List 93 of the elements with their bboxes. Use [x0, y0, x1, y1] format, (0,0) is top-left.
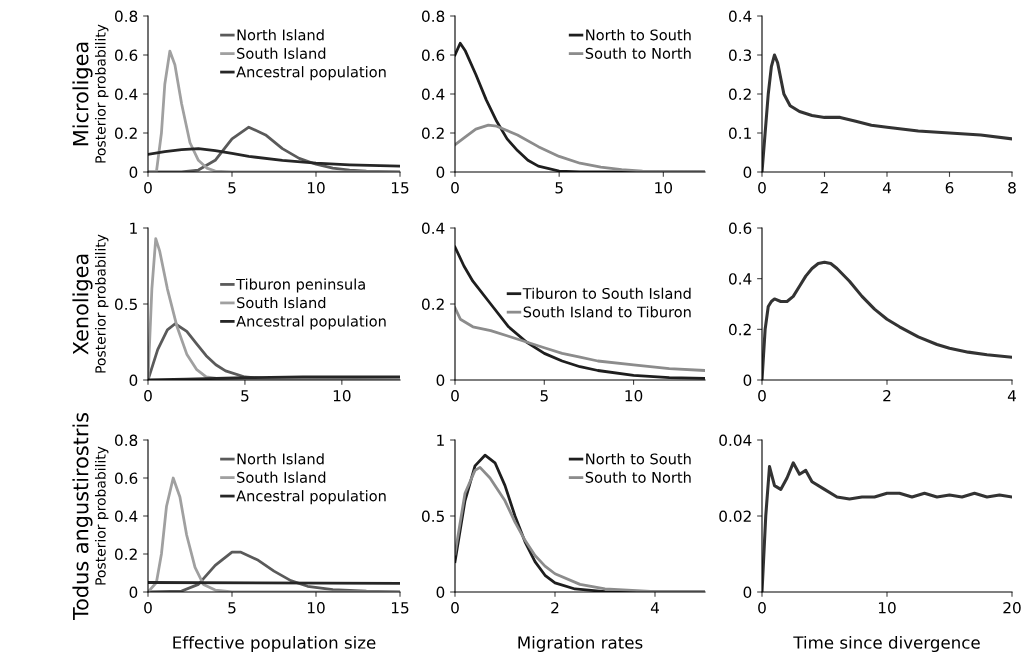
x-tick-label: 4 — [882, 182, 891, 194]
y-tick-label: 0.3 — [728, 49, 752, 62]
x-tick-label: 2 — [820, 181, 828, 194]
x-tick-label: 5 — [228, 602, 236, 614]
x-axis-title: Migration rates — [518, 635, 643, 653]
x-tick-label: 4 — [1007, 390, 1016, 402]
x-tick-label: 15 — [391, 602, 409, 614]
x-axis-title: Effective population size — [173, 635, 376, 653]
x-tick-label: 0 — [451, 601, 459, 614]
text: Xenoligea — [72, 254, 93, 355]
y-tick-label: 0 — [129, 586, 138, 599]
y-tick-label: 1 — [130, 222, 137, 234]
line-series — [455, 306, 705, 372]
y-axis-title: Posterior probability — [94, 446, 109, 585]
x-tick-label: 0 — [144, 601, 152, 614]
y-tick-label: 0 — [436, 586, 445, 599]
y-tick-label: 0 — [436, 166, 445, 179]
x-tick-label: 0 — [451, 389, 459, 402]
y-tick-label: 0 — [743, 166, 752, 179]
line-series — [148, 147, 400, 168]
legend-label: Tiburon to South Island — [522, 287, 691, 299]
y-tick-label: 0.2 — [728, 323, 751, 336]
y-tick-label: 0.04 — [719, 434, 752, 447]
y-tick-label: 0 — [743, 586, 752, 599]
x-tick-label: 5 — [241, 390, 249, 402]
x-axis-title: Time since divergence — [793, 635, 980, 653]
y-axis-title: Posterior probability — [94, 24, 109, 163]
y-tick-label: 0.2 — [114, 548, 137, 561]
x-tick-label: 10 — [307, 181, 325, 194]
x-tick-label: 5 — [228, 182, 236, 194]
y-tick-label: 0 — [129, 374, 138, 387]
y-tick-label: 0.6 — [114, 472, 138, 485]
x-tick-label: 2 — [883, 389, 891, 402]
y-tick-label: 0.4 — [421, 88, 445, 101]
x-tick-label: 0 — [758, 389, 766, 402]
y-tick-label: 0.6 — [421, 49, 445, 62]
legend-label: South to North — [585, 47, 691, 59]
legend-label: South Island — [237, 296, 326, 309]
y-tick-label: 0.4 — [114, 88, 138, 101]
y-tick-label: 0.5 — [421, 510, 444, 523]
y-tick-label: 0.4 — [728, 273, 752, 285]
legend-label: North to South — [586, 29, 691, 41]
legend-label: Ancestral population — [236, 315, 386, 330]
y-tick-label: 0.1 — [728, 127, 751, 140]
legend-label: South Island — [237, 47, 326, 59]
x-tick-label: 0 — [758, 181, 766, 194]
y-tick-label: 0.4 — [114, 510, 138, 523]
x-tick-label: 8 — [1008, 181, 1016, 194]
y-tick-label: 0.2 — [114, 127, 137, 140]
x-tick-label: 2 — [551, 601, 559, 614]
y-tick-label: 0.8 — [421, 10, 445, 23]
legend-label: Ancestral population — [236, 490, 386, 505]
legend-label: North Island — [237, 453, 324, 465]
x-tick-label: 5 — [540, 390, 548, 402]
x-tick-label: 10 — [878, 601, 896, 614]
x-tick-label: 0 — [144, 389, 152, 402]
legend-label: South Island to Tiburon — [523, 306, 691, 318]
y-tick-label: 0.6 — [728, 222, 752, 235]
y-tick-label: 0 — [743, 374, 752, 387]
y-tick-label: 0.4 — [421, 222, 445, 235]
x-tick-label: 6 — [945, 181, 954, 194]
y-tick-label: 1 — [437, 434, 444, 446]
y-tick-label: 0.02 — [719, 510, 751, 523]
x-tick-label: 0 — [758, 601, 766, 614]
legend-label: South to North — [585, 471, 691, 483]
y-axis-title: Posterior probability — [94, 234, 109, 373]
y-tick-label: 0.6 — [114, 49, 138, 62]
y-tick-label: 0.4 — [728, 10, 752, 23]
x-tick-label: 10 — [333, 389, 351, 402]
legend-label: North Island — [237, 29, 324, 41]
y-tick-label: 0.2 — [728, 88, 751, 101]
x-tick-label: 10 — [625, 389, 643, 402]
y-tick-label: 0.2 — [421, 298, 444, 311]
legend-label: Ancestral population — [236, 66, 386, 81]
x-tick-label: 0 — [451, 181, 459, 194]
y-tick-label: 0.5 — [114, 298, 137, 311]
x-tick-label: 15 — [391, 182, 409, 194]
x-tick-label: 10 — [655, 181, 673, 194]
x-tick-label: 0 — [144, 181, 152, 194]
legend-label: North to South — [586, 453, 691, 465]
text: Todus angustirostris — [72, 412, 93, 621]
y-tick-label: 0 — [436, 374, 445, 387]
x-tick-label: 4 — [650, 602, 659, 614]
y-tick-label: 0.8 — [114, 10, 138, 23]
text: Microligea — [72, 42, 93, 146]
x-tick-label: 5 — [555, 182, 563, 194]
legend-label: South Island — [237, 471, 326, 483]
x-tick-label: 20 — [1003, 601, 1021, 614]
x-tick-label: 10 — [307, 601, 325, 614]
legend-label: Tiburon peninsula — [236, 278, 365, 293]
y-tick-label: 0.2 — [421, 127, 444, 140]
y-tick-label: 0.8 — [114, 434, 138, 447]
y-tick-label: 0 — [129, 166, 138, 179]
